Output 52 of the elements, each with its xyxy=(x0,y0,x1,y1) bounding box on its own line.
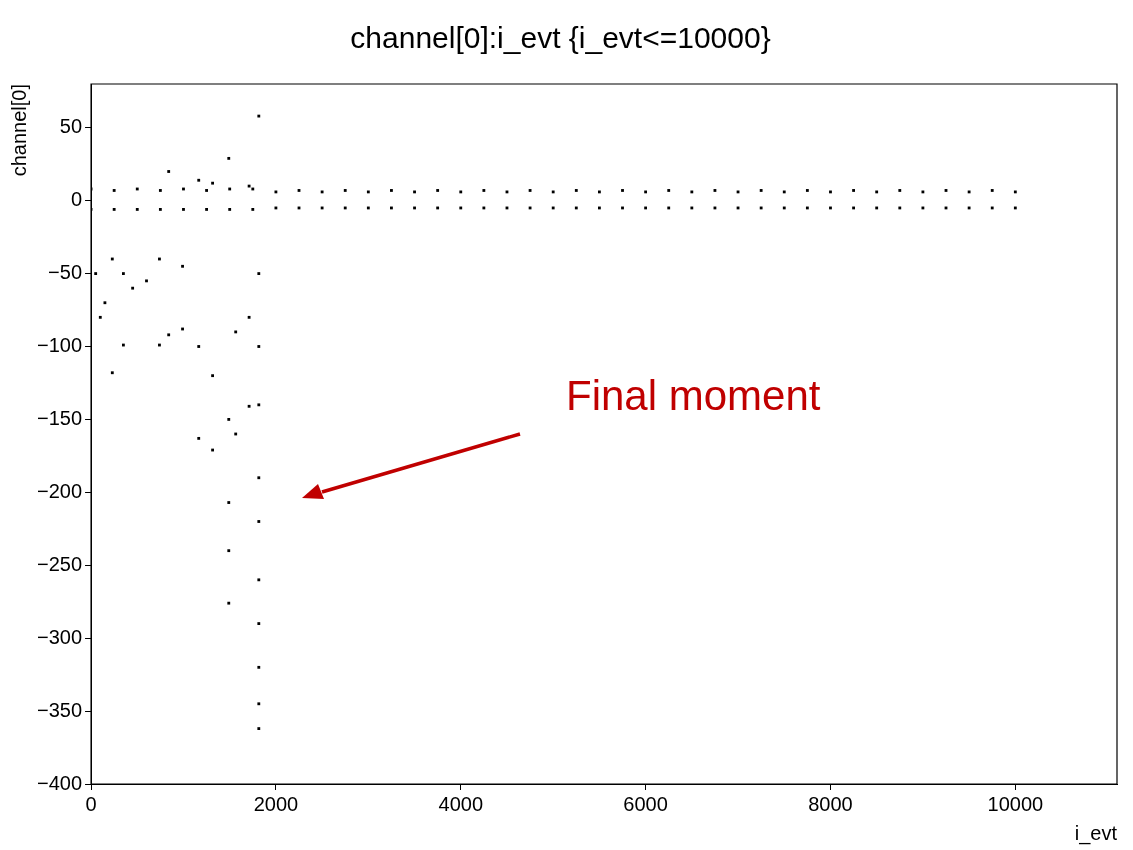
point xyxy=(247,315,251,319)
point xyxy=(257,520,261,523)
y-tick-label: 50 xyxy=(59,115,83,138)
y-tick-label: 0 xyxy=(70,188,83,211)
point xyxy=(110,371,114,375)
point xyxy=(247,404,251,408)
point xyxy=(98,315,102,319)
point xyxy=(257,272,261,275)
x-tick-label: 2000 xyxy=(253,792,299,815)
y-axis-title: channel[0] xyxy=(7,84,30,177)
point xyxy=(227,601,231,605)
point xyxy=(227,156,231,160)
point xyxy=(257,476,261,480)
y-tick-label: −50 xyxy=(48,261,83,284)
x-axis-title: i_evt xyxy=(1074,821,1118,845)
y-tick-label: −350 xyxy=(36,698,83,721)
point xyxy=(211,181,215,185)
chart-title: channel[0]:i_evt {i_evt<=10000} xyxy=(350,21,771,55)
point xyxy=(121,272,125,275)
point xyxy=(197,436,201,440)
x-tick-label: 0 xyxy=(85,792,97,815)
point xyxy=(257,665,261,669)
point xyxy=(227,418,231,421)
point xyxy=(167,170,171,173)
x-tick-label: 8000 xyxy=(808,792,853,815)
point xyxy=(145,279,148,283)
point xyxy=(181,264,184,268)
point xyxy=(257,702,261,706)
point xyxy=(227,549,231,553)
y-tick-label: −400 xyxy=(36,771,83,794)
point xyxy=(211,374,215,378)
y-tick-label: −200 xyxy=(36,479,83,502)
point xyxy=(197,178,201,182)
point xyxy=(257,727,261,730)
x-tick-label: 4000 xyxy=(438,792,484,815)
y-tick-label: −300 xyxy=(36,625,83,648)
point xyxy=(227,501,231,504)
x-tick-label: 6000 xyxy=(623,792,668,815)
y-tick-label: −150 xyxy=(36,406,83,429)
point xyxy=(257,622,261,625)
point xyxy=(131,286,135,290)
point xyxy=(257,403,261,407)
y-tick-label: −100 xyxy=(36,334,83,357)
x-tick-label: 10000 xyxy=(987,792,1044,815)
point xyxy=(167,333,171,337)
point xyxy=(257,578,261,582)
point xyxy=(257,345,261,348)
point xyxy=(94,272,98,275)
point xyxy=(103,301,107,305)
annotation: Final moment xyxy=(566,372,821,420)
point xyxy=(197,345,201,348)
y-tick-label: −250 xyxy=(36,552,83,575)
